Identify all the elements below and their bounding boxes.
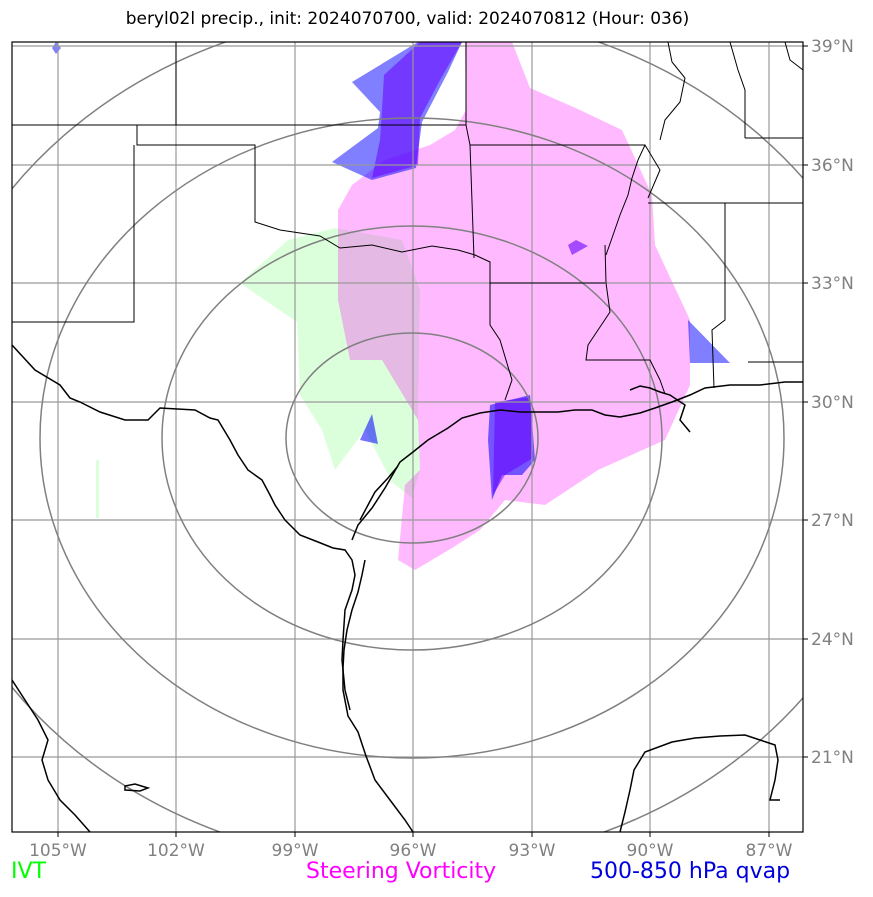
lon-label-99w: 99°W: [272, 841, 319, 861]
range-rings: [12, 42, 803, 832]
lat-label-33: 33°N: [811, 274, 854, 294]
legend-ivt: IVT: [11, 859, 46, 884]
state-boundaries: [12, 42, 803, 401]
vorticity-field: [338, 42, 690, 570]
lat-label-24: 24°N: [811, 630, 854, 650]
lat-label-39: 39°N: [811, 37, 854, 57]
lon-label-93w: 93°W: [509, 841, 556, 861]
lat-label-21: 21°N: [811, 748, 854, 768]
qvap-field: [52, 42, 730, 500]
legend-steering-vorticity: Steering Vorticity: [306, 859, 497, 884]
axis-ticks: [57, 45, 808, 837]
lat-label-27: 27°N: [811, 511, 854, 531]
map-title: beryl02l precip., init: 2024070700, vali…: [125, 9, 690, 29]
lon-label-102w: 102°W: [147, 841, 205, 861]
ivt-field-small: [96, 460, 99, 518]
lon-label-96w: 96°W: [390, 841, 437, 861]
lon-label-105w: 105°W: [29, 841, 87, 861]
lat-label-36: 36°N: [811, 156, 854, 176]
lon-label-87w: 87°W: [746, 841, 793, 861]
map-frame: [11, 41, 804, 833]
legend-qvap: 500-850 hPa qvap: [590, 859, 791, 884]
graticule: [12, 42, 803, 832]
lon-label-90w: 90°W: [627, 841, 674, 861]
lat-label-30: 30°N: [811, 393, 854, 413]
coastlines: [12, 344, 803, 832]
